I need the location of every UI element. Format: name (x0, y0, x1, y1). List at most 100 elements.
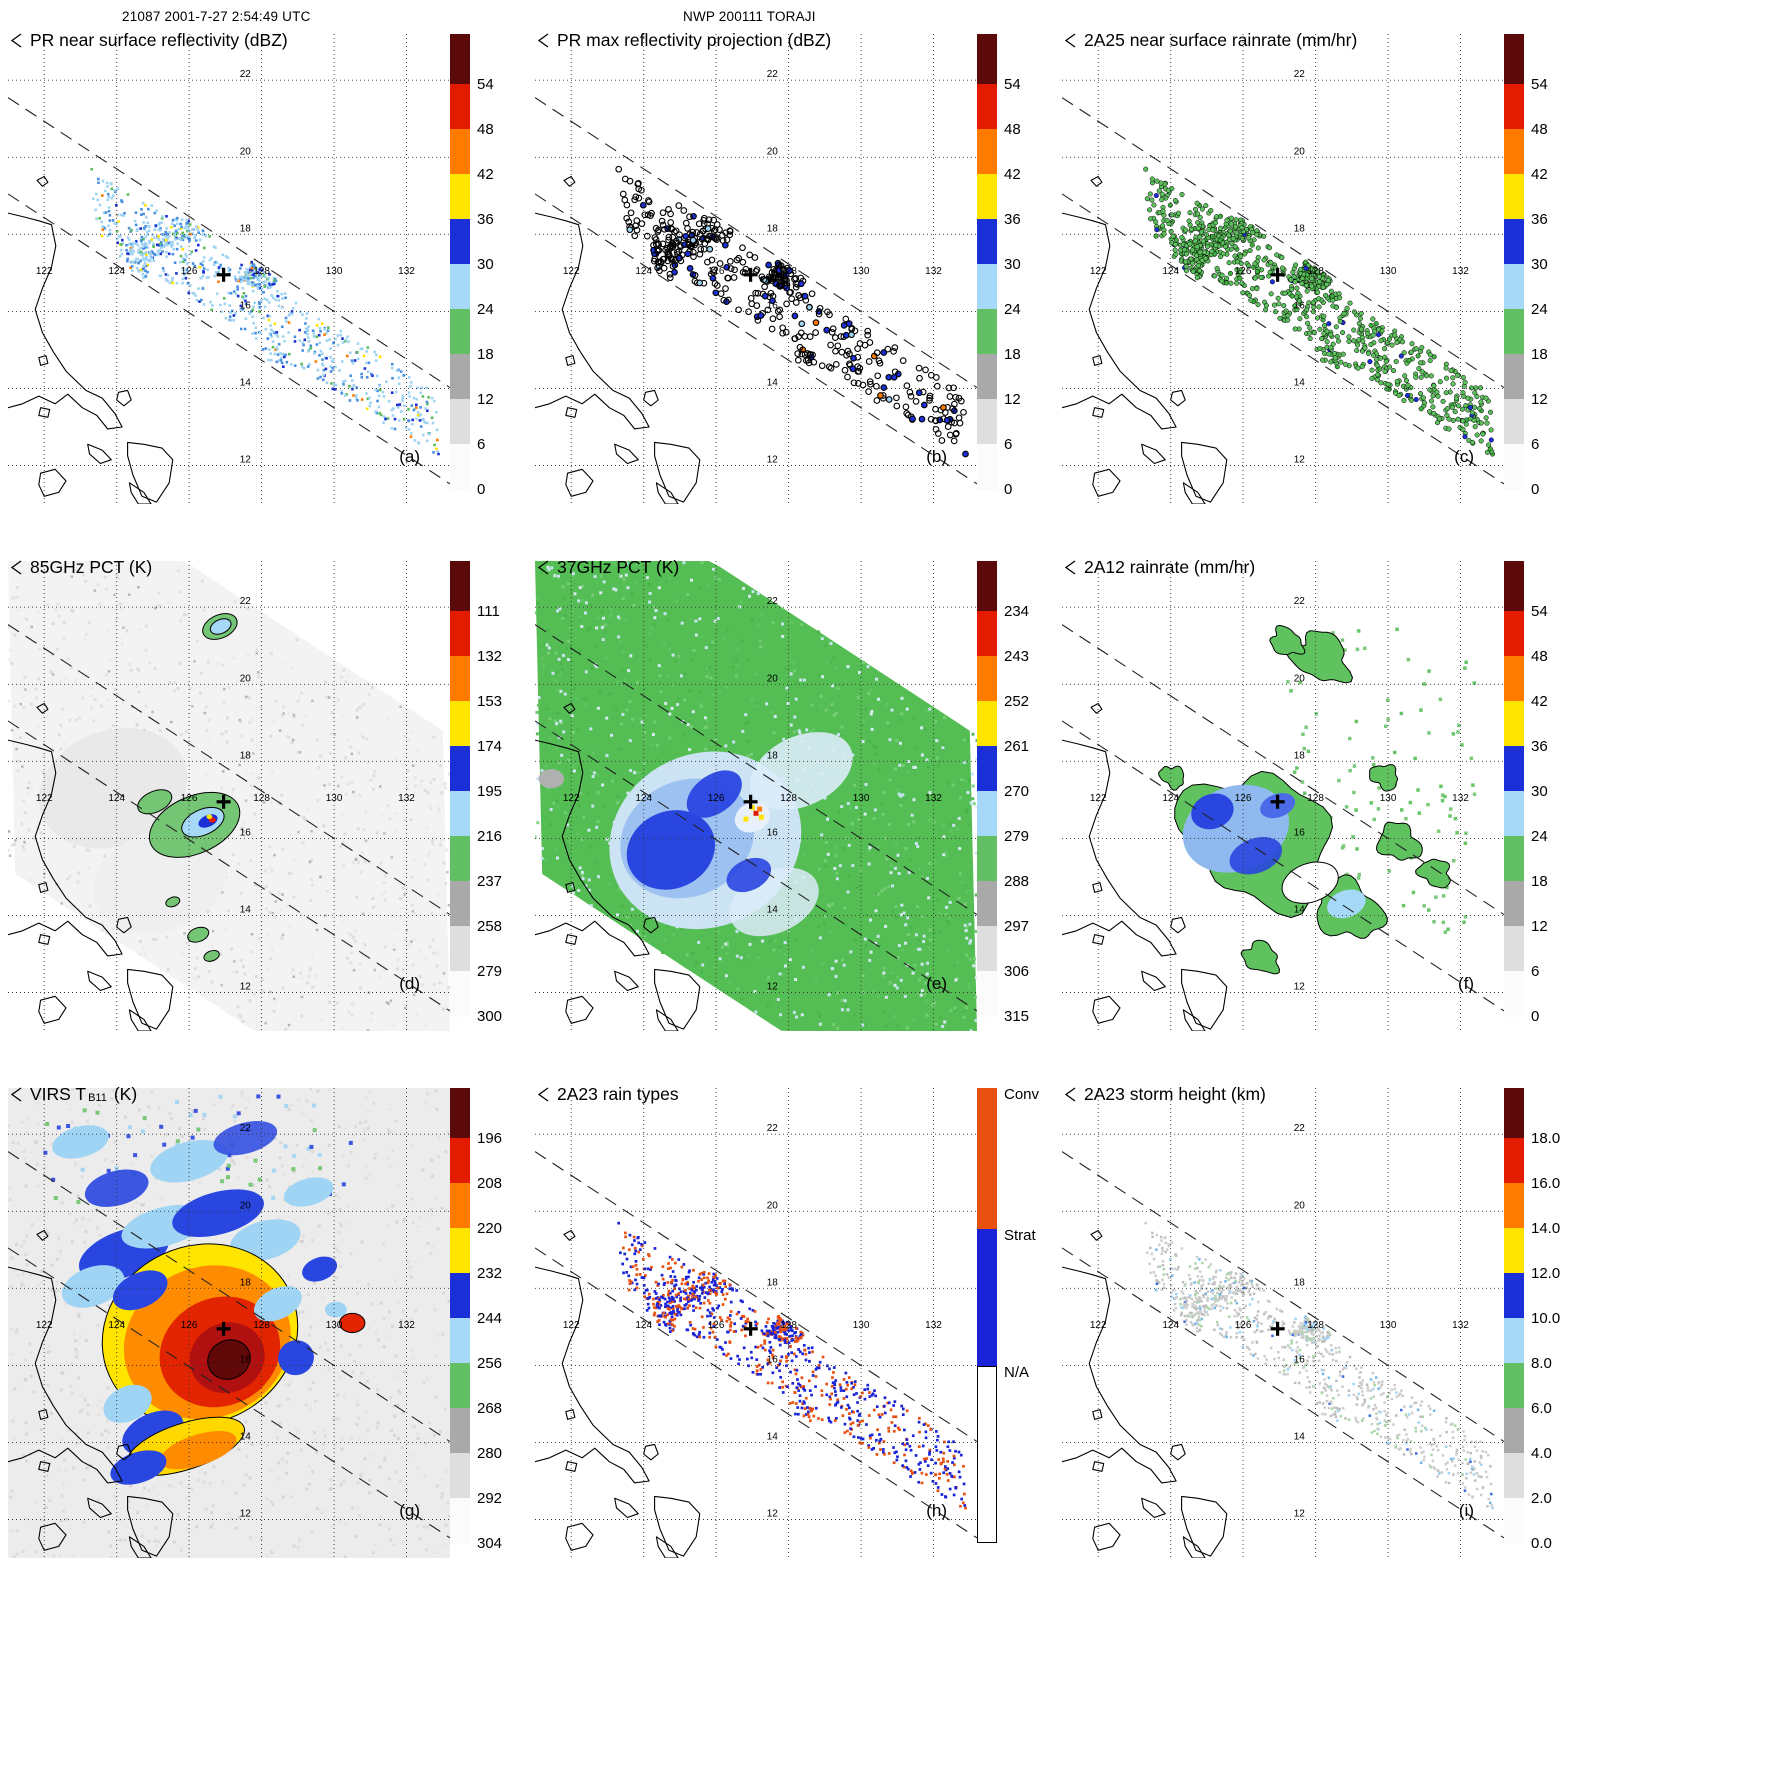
panel-title-text: 2A23 rain types (557, 1084, 679, 1104)
colorbar-segment (977, 219, 997, 265)
lat-label: 12 (1294, 982, 1306, 993)
lat-label: 14 (1294, 1431, 1306, 1442)
lon-label: 122 (36, 266, 53, 277)
map-canvas: 122 124 126 128 130 132 12 14 16 18 20 22 (g) (8, 1088, 450, 1558)
colorbar-segment (1504, 354, 1524, 400)
lon-label: 124 (635, 266, 652, 277)
panel-title: 2A23 storm height (km) (1064, 1084, 1275, 1105)
lat-label: 20 (767, 1200, 779, 1211)
colorbar-tick-label: 54 (477, 76, 494, 93)
colorbar-tick-label: 24 (477, 301, 494, 318)
lon-label: 128 (253, 1320, 270, 1331)
swath-edge-lines (1062, 624, 1504, 1012)
lat-label: 22 (240, 596, 252, 607)
colorbar-segment (1504, 836, 1524, 882)
colorbar-tick-label: 36 (1004, 211, 1021, 228)
colorbar-segment (977, 701, 997, 747)
colorbar-tick-label: 16.0 (1531, 1175, 1561, 1192)
lon-label: 130 (1380, 1320, 1397, 1331)
colorbar-segment (1504, 309, 1524, 355)
colorbar-segment (1504, 611, 1524, 657)
colorbar-tick-label: 12.0 (1531, 1265, 1561, 1282)
lat-label: 14 (767, 377, 779, 388)
graticule (8, 34, 450, 504)
lon-label: 128 (780, 266, 797, 277)
map-canvas: 122 124 126 128 130 132 12 14 16 18 20 22 (d) (8, 561, 450, 1031)
lat-label: 16 (1294, 300, 1306, 311)
lat-label: 12 (767, 982, 779, 993)
colorbar-tick-label: 18 (1531, 873, 1548, 890)
lat-label: 18 (767, 1277, 779, 1288)
storm-center-marker (743, 1321, 758, 1336)
colorbar-tick-label: 18 (477, 346, 494, 363)
colorbar-segment (1504, 1183, 1524, 1229)
coastlines (8, 1229, 174, 1558)
panel-letter: (e) (926, 974, 947, 993)
colorbar-tick-label: 297 (1004, 918, 1030, 935)
colorbar-segment (450, 84, 470, 130)
map-canvas: 122 124 126 128 130 132 12 14 16 18 20 22 (h) (535, 1088, 977, 1558)
lat-label: 16 (1294, 1354, 1306, 1365)
lat-label: 18 (240, 223, 252, 234)
lon-label: 132 (1452, 266, 1469, 277)
panel-letter: (c) (1454, 447, 1474, 466)
lat-label: 12 (240, 1509, 252, 1520)
colorbar-tick-label: 24 (1004, 301, 1021, 318)
colorbar-segment (977, 264, 997, 310)
colorbar-tick-label: 132 (477, 648, 503, 665)
colorbar-segment (1504, 1408, 1524, 1454)
lat-label: 18 (240, 1277, 252, 1288)
colorbar-segment (977, 399, 997, 445)
data-layer (615, 165, 969, 458)
map-canvas: 122 124 126 128 130 132 12 14 16 18 20 22 (e) (535, 561, 977, 1031)
colorbar-tick-label: 14.0 (1531, 1220, 1561, 1237)
lon-label: 124 (1162, 266, 1179, 277)
map-canvas: 122 124 126 128 130 132 12 14 16 18 20 22 (b) (535, 34, 977, 504)
lat-label: 20 (240, 146, 252, 157)
colorbar-cap (1504, 561, 1524, 611)
lat-label: 20 (240, 1200, 252, 1211)
colorbar-segment (450, 1318, 470, 1364)
lon-label: 132 (925, 266, 942, 277)
lon-label: 128 (253, 266, 270, 277)
swath-edge-lines (1062, 97, 1504, 485)
colorbar-segment (450, 264, 470, 310)
lat-label: 18 (1294, 223, 1306, 234)
panel-title: 85GHz PCT (K) (10, 557, 161, 578)
panel-d: 122 124 126 128 130 132 12 14 16 18 20 22 (d) 85GHz … (8, 555, 535, 1082)
panel-title: 2A25 near surface rainrate (mm/hr) (1064, 30, 1366, 51)
colorbar-tick-label: 208 (477, 1175, 503, 1192)
colorbar-tick-label: 315 (1004, 1008, 1030, 1025)
colorbar-tick-label: 8.0 (1531, 1355, 1552, 1372)
lat-label: 12 (767, 1509, 779, 1520)
colorbar-segment (1504, 926, 1524, 972)
colorbar-tick-label: 300 (477, 1008, 503, 1025)
panel-letter: (b) (926, 447, 947, 466)
colorbar-tick-label: 237 (477, 873, 503, 890)
colorbar: Conv Strat N/A (977, 1086, 1062, 1566)
corner-tick-icon (1064, 560, 1076, 575)
panel-letter: (a) (399, 447, 420, 466)
graticule (535, 1088, 977, 1558)
colorbar-segment (450, 656, 470, 702)
panel-b: 122 124 126 128 130 132 12 14 16 18 20 22 (b) PR max… (535, 28, 1062, 555)
lon-label: 128 (1307, 1320, 1324, 1331)
colorbar-segment (450, 1273, 470, 1319)
lon-label: 130 (326, 1320, 343, 1331)
graticule (535, 34, 977, 504)
graticule (1062, 34, 1504, 504)
graticule (1062, 561, 1504, 1031)
lon-label: 128 (780, 793, 797, 804)
colorbar-segment (450, 1138, 470, 1184)
panel-title-text: VIRS T (30, 1084, 87, 1104)
lon-label: 128 (253, 793, 270, 804)
panel-e: 122 124 126 128 130 132 12 14 16 18 20 22 (e) 37GHz … (535, 555, 1062, 1082)
lon-label: 126 (181, 793, 198, 804)
map-canvas: 122 124 126 128 130 132 12 14 16 18 20 22 (c) (1062, 34, 1504, 504)
colorbar-segment (1504, 1498, 1524, 1544)
colorbar-segment (1504, 1138, 1524, 1184)
lat-label: 16 (240, 827, 252, 838)
lat-label: 20 (1294, 1200, 1306, 1211)
colorbar-tick-label: 36 (1531, 738, 1548, 755)
colorbar-tick-label: 306 (1004, 963, 1030, 980)
